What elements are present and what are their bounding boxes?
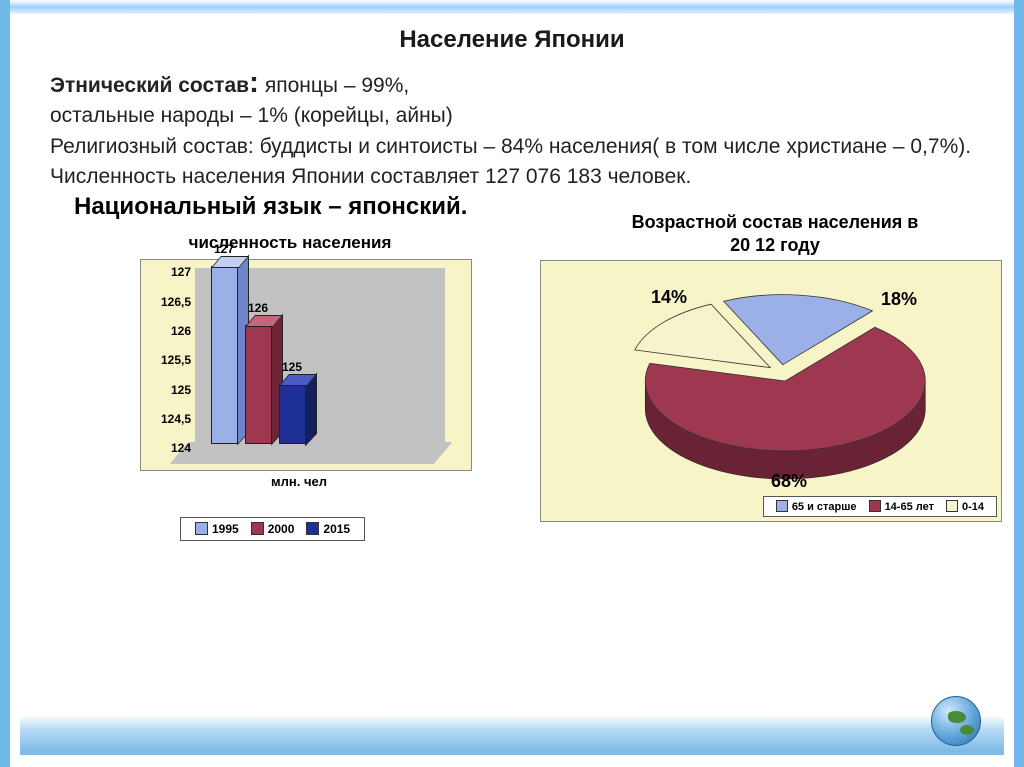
globe-land bbox=[960, 725, 974, 735]
big-colon: : bbox=[249, 66, 259, 99]
pie-plot-area: 18% 68% 14% 65 и старше 14-65 лет 0-14 bbox=[540, 260, 1002, 522]
bar-y-tick: 127 bbox=[151, 265, 191, 279]
religion-line: Религиозный состав: буддисты и синтоисты… bbox=[50, 133, 974, 161]
bars-container: 127126125 bbox=[211, 268, 411, 444]
bar-legend: 1995 2000 2015 bbox=[180, 517, 365, 541]
pie-legend-item: 0-14 bbox=[946, 500, 984, 513]
pie-legend: 65 и старше 14-65 лет 0-14 bbox=[763, 496, 997, 517]
bar-y-tick: 125 bbox=[151, 383, 191, 397]
bar-legend-item: 2000 bbox=[251, 522, 295, 536]
content: Население Японии Этнический состав: япон… bbox=[50, 26, 974, 233]
legend-swatch bbox=[776, 500, 788, 512]
globe-land bbox=[948, 711, 966, 723]
bar-y-ticks: 124124,5125125,5126126,5127 bbox=[149, 266, 191, 446]
legend-swatch bbox=[195, 522, 208, 535]
bar-value-label: 127 bbox=[209, 242, 239, 256]
bar-y-tick: 124 bbox=[151, 441, 191, 455]
frame-border: Население Японии Этнический состав: япон… bbox=[0, 0, 1024, 767]
legend-swatch bbox=[946, 500, 958, 512]
bar-value-label: 125 bbox=[277, 360, 307, 374]
pie-legend-item: 65 и старше bbox=[776, 500, 857, 513]
globe-decoration bbox=[925, 692, 990, 757]
bar-chart-title: численность населения bbox=[80, 233, 500, 253]
bar-y-tick: 124,5 bbox=[151, 412, 191, 426]
top-stripe bbox=[10, 0, 1014, 14]
legend-swatch bbox=[306, 522, 319, 535]
bar-y-tick: 126 bbox=[151, 324, 191, 338]
water-strip bbox=[20, 715, 1004, 755]
pie-title-l1: Возрастной состав населения в bbox=[632, 212, 919, 232]
legend-swatch bbox=[251, 522, 264, 535]
bar-floor bbox=[170, 442, 452, 464]
bar-chart: численность населения 124 124,5 125 125,5 12… bbox=[80, 233, 500, 573]
bar-plot-area: 124124,5125125,5126126,5127 127126125 мл… bbox=[140, 259, 472, 471]
bar-legend-item: 1995 bbox=[195, 522, 239, 536]
pie-pct-label: 68% bbox=[771, 471, 807, 492]
bar-value-label: 126 bbox=[243, 301, 273, 315]
pie-legend-item: 14-65 лет bbox=[869, 500, 934, 513]
ethnic-line2: остальные народы – 1% (корейцы, айны) bbox=[50, 102, 974, 130]
pie-title-l2: 20 12 году bbox=[730, 235, 820, 255]
pie-pct-label: 18% bbox=[881, 289, 917, 310]
pie-chart: Возрастной состав населения в 20 12 году… bbox=[540, 211, 1010, 581]
bar-y-tick: 126,5 bbox=[151, 295, 191, 309]
ethnic-label: Этнический состав bbox=[50, 74, 249, 97]
legend-swatch bbox=[869, 500, 881, 512]
ethnic-rest: японцы – 99%, bbox=[259, 74, 409, 97]
pie-svg bbox=[541, 261, 1001, 491]
page-title: Население Японии bbox=[50, 26, 974, 54]
bar-xlabel: млн. чел bbox=[271, 474, 327, 489]
bar-y-tick: 125,5 bbox=[151, 353, 191, 367]
pie-pct-label: 14% bbox=[651, 287, 687, 308]
bar-legend-item: 2015 bbox=[306, 522, 350, 536]
ethnic-line1: Этнический состав: японцы – 99%, bbox=[50, 72, 974, 100]
pie-chart-title: Возрастной состав населения в 20 12 году bbox=[540, 211, 1010, 256]
population-line: Численность населения Японии составляет … bbox=[50, 163, 974, 191]
globe-sphere bbox=[931, 696, 981, 746]
